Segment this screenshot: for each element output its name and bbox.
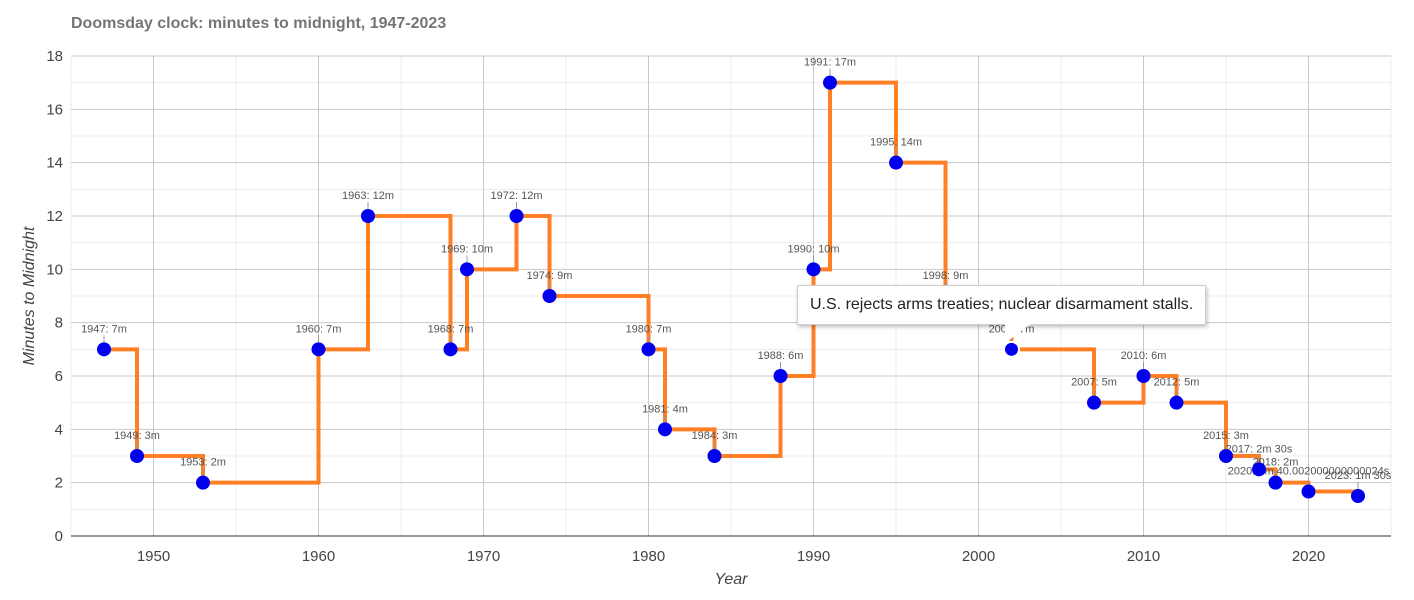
data-label: 2010: 6m xyxy=(1121,350,1167,362)
data-point[interactable] xyxy=(1169,395,1184,410)
data-point[interactable] xyxy=(97,342,111,357)
data-label: 2023: 1m 30s xyxy=(1325,470,1392,482)
data-point[interactable] xyxy=(806,262,821,277)
data-point[interactable] xyxy=(1252,462,1266,477)
y-tick-label: 4 xyxy=(55,421,63,438)
data-label: 1981: 4m xyxy=(642,403,688,415)
label-layer: 1947: 7m 1949: 3m 1953: 2m 1960: 7m 1963: 12… xyxy=(81,57,1392,489)
x-tick-label: 1990 xyxy=(797,548,830,565)
data-point[interactable] xyxy=(1136,369,1151,383)
data-label: 1988: 6m xyxy=(758,350,804,362)
data-point[interactable] xyxy=(1268,475,1283,490)
x-tick-label: 1950 xyxy=(137,548,170,565)
data-label: 2015: 3m xyxy=(1203,430,1249,442)
y-tick-label: 14 xyxy=(46,155,63,172)
data-point[interactable] xyxy=(1351,489,1365,503)
data-label: 1984: 3m xyxy=(692,430,738,442)
y-tick-label: 6 xyxy=(55,368,63,385)
data-point[interactable] xyxy=(361,209,375,223)
data-label: 1963: 12m xyxy=(342,190,394,202)
data-label: 2012: 5m xyxy=(1154,377,1200,389)
data-label: 1991: 17m xyxy=(804,57,856,69)
data-point[interactable] xyxy=(641,342,656,357)
data-point[interactable] xyxy=(311,342,326,357)
data-label: 1995: 14m xyxy=(870,137,922,149)
data-point[interactable] xyxy=(1219,449,1233,463)
y-tick-label: 16 xyxy=(46,101,63,118)
data-label: 1998: 9m xyxy=(923,270,969,282)
y-axis-title: Minutes to Midnight xyxy=(21,226,38,365)
data-point[interactable] xyxy=(773,369,788,383)
axis-layer: 1950 1960 1970 1980 1990 2000 2010 2020 0 2 4 6 8 10 1… xyxy=(21,48,1391,588)
data-point[interactable] xyxy=(823,75,837,90)
tooltip-text: U.S. rejects arms treaties; nuclear disa… xyxy=(810,296,1194,313)
x-tick-label: 1970 xyxy=(467,548,500,565)
data-point[interactable] xyxy=(443,342,458,357)
y-tick-label: 18 xyxy=(46,48,63,65)
line-layer xyxy=(104,80,1360,496)
data-label: 1974: 9m xyxy=(527,270,573,282)
data-point[interactable] xyxy=(460,262,474,277)
y-tick-label: 10 xyxy=(46,261,63,278)
x-tick-label: 1960 xyxy=(302,548,335,565)
data-point[interactable] xyxy=(658,422,672,437)
data-label: 2007: 5m xyxy=(1071,377,1117,389)
x-tick-label: 2010 xyxy=(1127,548,1160,565)
data-label: 1968: 7m xyxy=(428,323,474,335)
data-point[interactable] xyxy=(509,209,524,223)
y-tick-label: 8 xyxy=(55,315,63,332)
tooltip: U.S. rejects arms treaties; nuclear disa… xyxy=(797,285,1207,325)
data-label: 1990: 10m xyxy=(788,243,840,255)
data-point[interactable] xyxy=(1087,395,1101,410)
data-label: 1969: 10m xyxy=(441,243,493,255)
x-tick-label: 2000 xyxy=(962,548,995,565)
y-tick-label: 12 xyxy=(46,208,63,225)
data-label: 1960: 7m xyxy=(296,323,342,335)
data-label: 2020: 1m 40.002000000000024s xyxy=(1228,466,1390,478)
data-point[interactable] xyxy=(889,155,903,170)
data-point[interactable] xyxy=(1301,484,1316,499)
series-step-line xyxy=(104,80,1360,496)
data-label: 1953: 2m xyxy=(180,457,226,469)
data-label: 1947: 7m xyxy=(81,323,127,335)
x-tick-label: 2020 xyxy=(1292,548,1325,565)
data-label: 1980: 7m xyxy=(626,323,672,335)
data-point[interactable] xyxy=(707,449,722,463)
x-axis-title: Year xyxy=(715,571,749,588)
tooltip-tail xyxy=(1005,321,1035,343)
data-point[interactable] xyxy=(1003,340,1020,358)
data-point[interactable] xyxy=(542,289,557,303)
data-label: 1972: 12m xyxy=(491,190,543,202)
data-label: 1949: 3m xyxy=(114,430,160,442)
y-tick-label: 0 xyxy=(55,528,63,545)
data-label: 2017: 2m 30s xyxy=(1226,443,1293,455)
chart-title: Doomsday clock: minutes to midnight, 194… xyxy=(71,15,447,32)
x-tick-label: 1980 xyxy=(632,548,665,565)
data-point[interactable] xyxy=(130,449,144,463)
data-point[interactable] xyxy=(196,475,210,490)
y-tick-label: 2 xyxy=(55,475,63,492)
